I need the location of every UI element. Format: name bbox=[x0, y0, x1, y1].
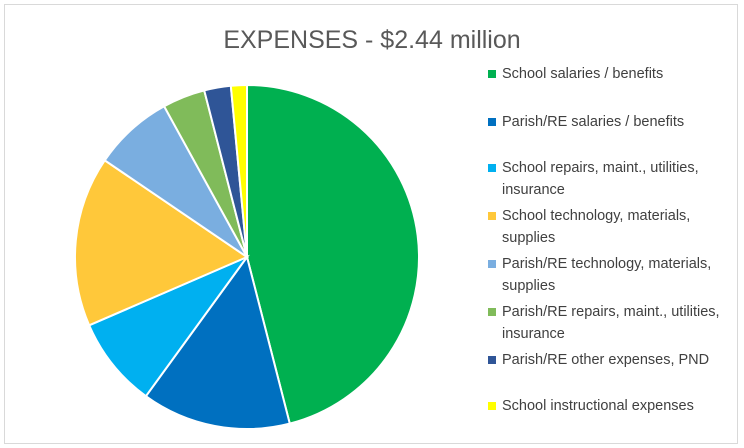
legend-item: School repairs, maint., utilities, insur… bbox=[488, 157, 724, 201]
chart-title: EXPENSES - $2.44 million bbox=[223, 26, 521, 54]
legend-swatch bbox=[488, 356, 496, 364]
legend-item: School salaries / benefits bbox=[488, 63, 724, 85]
legend-swatch bbox=[488, 70, 496, 78]
legend-swatch bbox=[488, 308, 496, 316]
legend-swatch bbox=[488, 260, 496, 268]
legend-label: Parish/RE repairs, maint., utilities, in… bbox=[502, 304, 720, 342]
legend-label: Parish/RE salaries / benefits bbox=[502, 114, 685, 130]
legend-label: School technology, materials, supplies bbox=[502, 208, 691, 246]
pie-slice bbox=[87, 254, 250, 398]
legend-label: Parish/RE technology, materials, supplie… bbox=[502, 256, 712, 294]
legend-item: Parish/RE repairs, maint., utilities, in… bbox=[488, 301, 724, 345]
legend-label: School salaries / benefits bbox=[502, 66, 664, 82]
legend-swatch bbox=[488, 212, 496, 220]
legend-label: School instructional expenses bbox=[502, 398, 694, 414]
legend-swatch bbox=[488, 402, 496, 410]
legend-label: School repairs, maint., utilities, insur… bbox=[502, 160, 699, 198]
legend-item: Parish/RE salaries / benefits bbox=[488, 111, 724, 133]
legend-item: Parish/RE other expenses, PND bbox=[488, 349, 724, 371]
pie-slice bbox=[229, 83, 248, 258]
pie-slice bbox=[144, 254, 291, 430]
legend-item: School technology, materials, supplies bbox=[488, 205, 724, 249]
pie-slice bbox=[246, 83, 420, 425]
pie-slice bbox=[74, 158, 250, 327]
chart-border bbox=[4, 4, 738, 444]
legend-item: Parish/RE technology, materials, supplie… bbox=[488, 253, 724, 297]
legend-swatch bbox=[488, 164, 496, 172]
legend-swatch bbox=[488, 118, 496, 126]
legend-item: School instructional expenses bbox=[488, 395, 724, 417]
legend-label: Parish/RE other expenses, PND bbox=[502, 352, 710, 368]
